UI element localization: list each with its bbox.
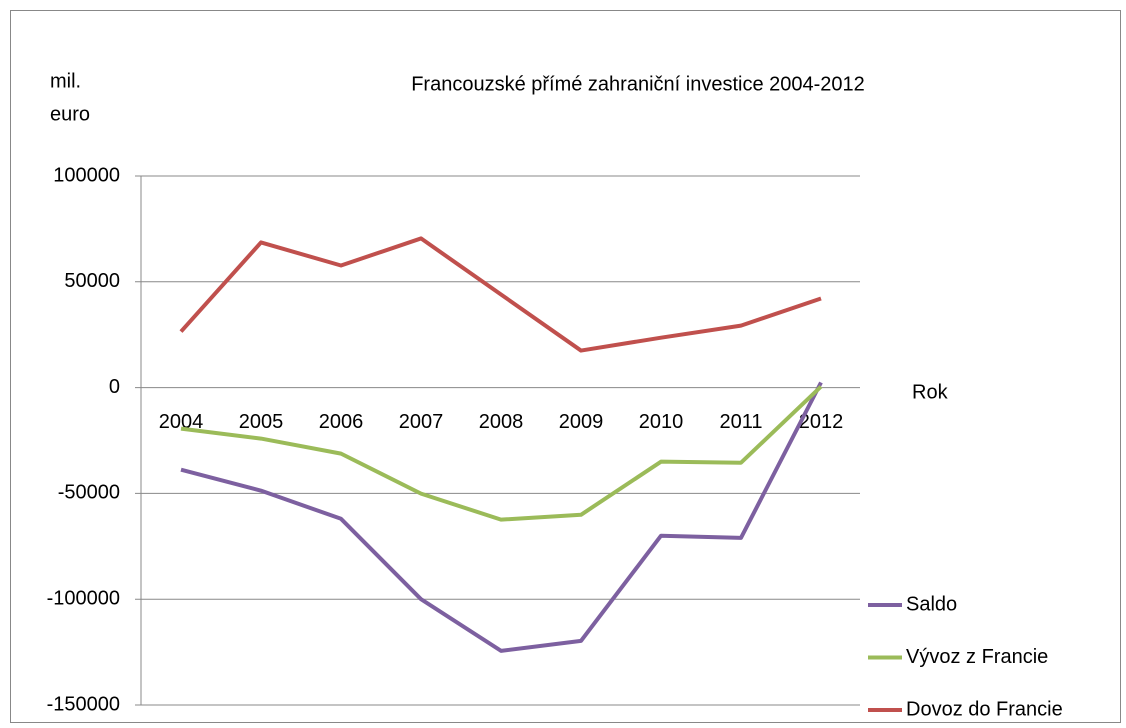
legend-label: Vývoz z Francie [906, 646, 1048, 668]
x-tick-label: 2011 [719, 411, 762, 433]
y-axis-label: euro [50, 103, 90, 125]
series-line [180, 385, 823, 522]
y-tick-label: -150000 [47, 693, 120, 715]
chart-border [10, 10, 1121, 723]
x-axis-label: Rok [912, 381, 949, 403]
y-tick-label: 100000 [53, 164, 120, 186]
y-axis-label: mil. [50, 70, 81, 92]
x-tick-label: 2009 [559, 411, 604, 433]
y-tick-label: -50000 [58, 482, 120, 504]
x-tick-label: 2007 [399, 411, 444, 433]
x-tick-label: 2010 [639, 411, 684, 433]
y-tick-label: -100000 [47, 587, 120, 609]
x-tick-label: 2012 [799, 411, 844, 433]
x-tick-label: 2004 [159, 411, 204, 433]
y-tick-label: 50000 [64, 270, 120, 292]
x-tick-label: 2006 [319, 411, 364, 433]
series-line [180, 381, 823, 653]
x-tick-label: 2005 [239, 411, 284, 433]
series-line [179, 236, 822, 353]
legend-label: Saldo [906, 593, 957, 615]
chart-title: Francouzské přímé zahraniční investice 2… [411, 73, 865, 95]
y-tick-label: 0 [109, 376, 120, 398]
x-tick-label: 2008 [479, 411, 524, 433]
legend-label: Dovoz do Francie [906, 698, 1063, 720]
